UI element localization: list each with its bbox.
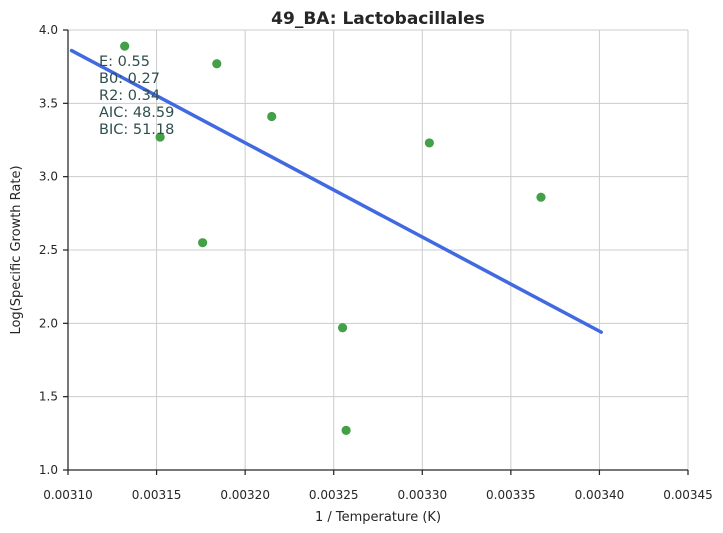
x-axis-label: 1 / Temperature (K) [315, 510, 441, 525]
y-tick-label: 4.0 [39, 23, 58, 37]
x-tick-label: 0.00320 [220, 488, 270, 502]
fit-stat-label: R2: 0.34 [99, 88, 160, 104]
x-tick-label: 0.00325 [309, 488, 359, 502]
data-point [212, 59, 222, 69]
y-axis-label: Log(Specific Growth Rate) [9, 165, 24, 334]
y-tick-label: 2.5 [39, 243, 58, 257]
y-tick-label: 3.0 [39, 170, 58, 184]
x-tick-label: 0.00330 [397, 488, 447, 502]
fit-stat-label: AIC: 48.59 [99, 105, 174, 121]
fit-line-layer [69, 48, 603, 334]
fit-stat-label: B0: 0.27 [99, 71, 160, 87]
x-tick-label: 0.00315 [132, 488, 182, 502]
y-tick-label: 3.5 [39, 96, 58, 110]
data-points [120, 41, 546, 435]
data-point [536, 192, 546, 202]
axes: 0.00310 0.00315 0.00320 0.00325 0.00330 0.003… [39, 23, 713, 502]
data-point [267, 111, 277, 122]
x-tick-label: 0.00335 [486, 488, 536, 502]
y-tick-label: 2.0 [39, 316, 58, 330]
fit-stat-label: E: 0.55 [99, 54, 150, 70]
data-point [341, 425, 351, 435]
data-point [155, 132, 165, 142]
data-point [120, 41, 130, 51]
data-point [424, 138, 434, 148]
x-tick-label: 0.00310 [43, 488, 93, 502]
data-point [337, 323, 348, 333]
x-tick-label: 0.00340 [575, 488, 625, 502]
y-tick-label: 1.5 [39, 390, 58, 404]
fit-stat-label: BIC: 51.18 [99, 122, 174, 138]
data-point [198, 238, 208, 248]
y-tick-label: 1.0 [39, 463, 58, 477]
grid [67, 29, 689, 471]
chart-title: 49_BA: Lactobacillales [271, 9, 485, 29]
x-tick-label: 0.00345 [663, 488, 713, 502]
fit-line [69, 48, 603, 334]
